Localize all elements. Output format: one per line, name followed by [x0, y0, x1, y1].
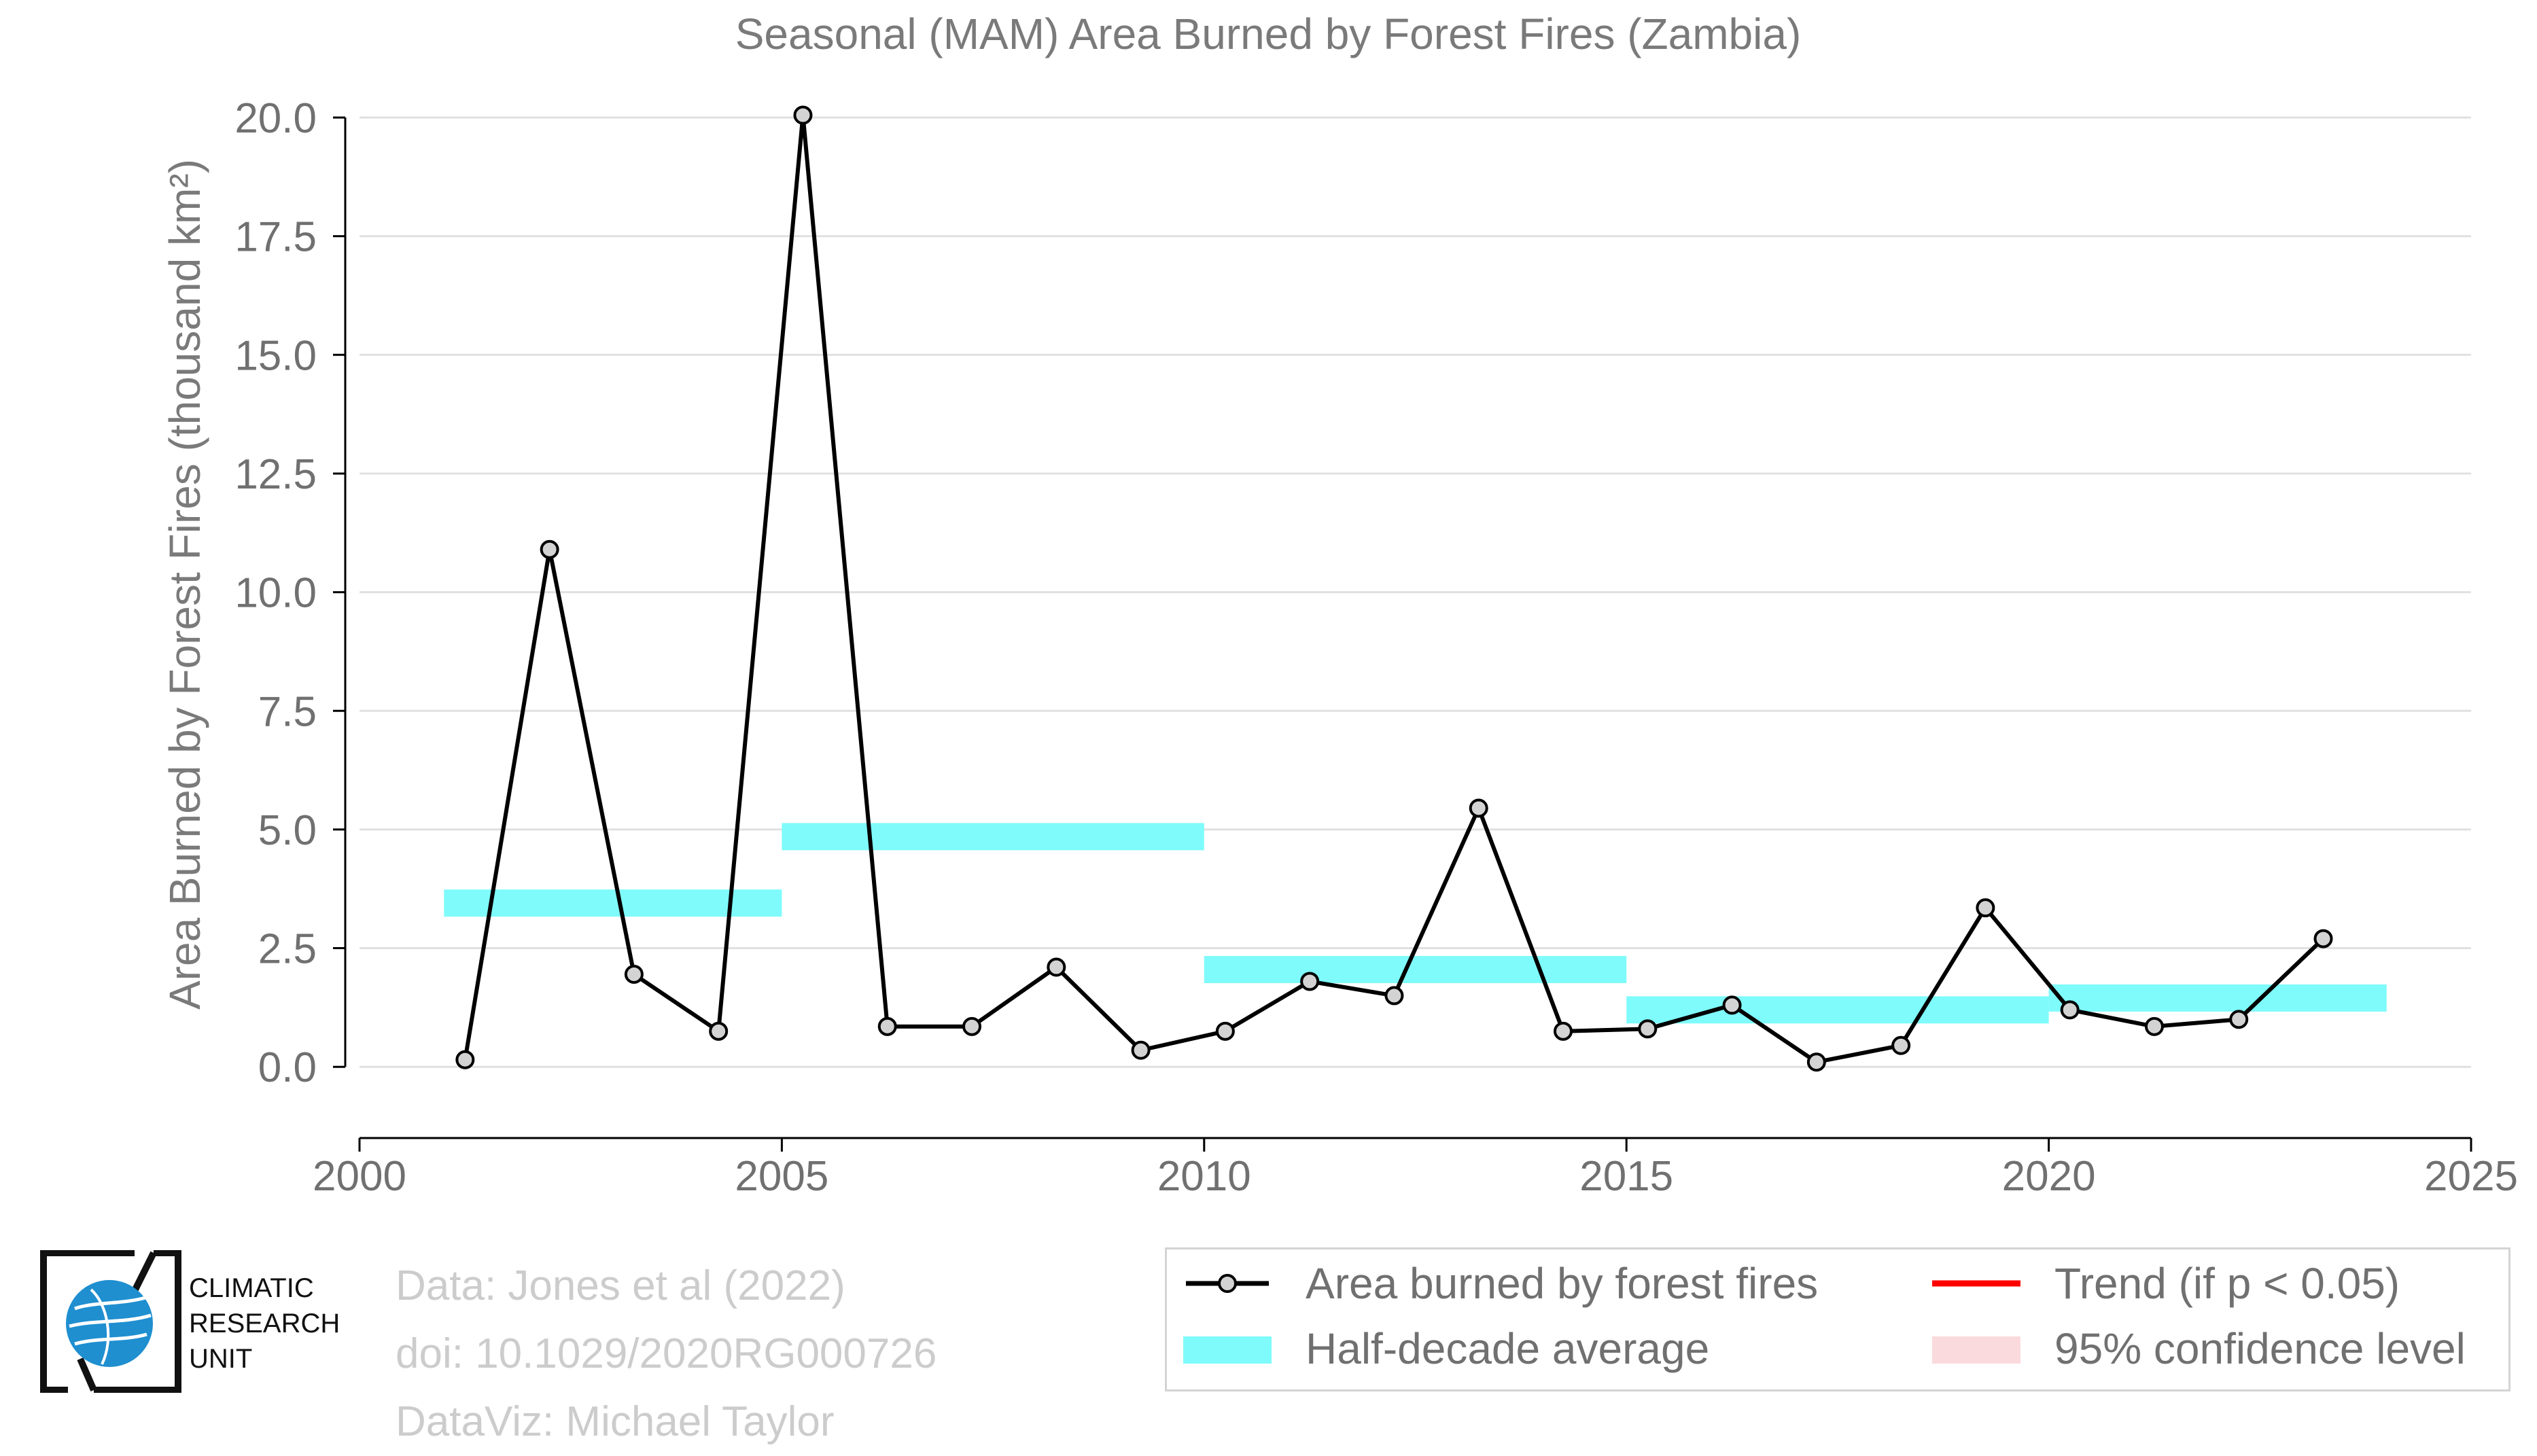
- data-point: [1722, 995, 1742, 1015]
- legend-item-area-burned: Area burned by forest fires: [1183, 1256, 1818, 1311]
- y-tick-label: 12.5: [234, 451, 317, 498]
- half-decade-average-bar: [1626, 996, 2049, 1024]
- half-decade-average-bars: [444, 823, 2387, 1024]
- data-point: [2313, 929, 2333, 948]
- data-point: [1215, 1021, 1235, 1041]
- half-decade-average-bar: [444, 889, 782, 917]
- y-tick-label: 5.0: [258, 807, 317, 854]
- data-point: [1300, 972, 1320, 991]
- cru-globe-icon: [40, 1250, 181, 1393]
- x-tick-label: 2000: [313, 1153, 406, 1200]
- x-tick-label: 2020: [2002, 1153, 2096, 1200]
- data-point: [1047, 957, 1066, 977]
- y-tick-label: 15.0: [234, 332, 317, 379]
- y-axis: 0.0 2.5 5.0 7.5 10.0 12.5 15.0 17.5 20.0: [234, 95, 347, 1091]
- data-point: [1806, 1052, 1826, 1072]
- cru-logo-text: CLIMATIC RESEARCH UNIT: [189, 1271, 340, 1377]
- legend-pink-bar-icon: [1932, 1321, 2020, 1376]
- legend-item-confidence: 95% confidence level: [1932, 1321, 2466, 1376]
- data-point: [1638, 1019, 1658, 1039]
- half-decade-average-bar: [1204, 955, 1627, 983]
- data-point: [1131, 1040, 1151, 1060]
- x-tick-label: 2015: [1579, 1153, 1673, 1200]
- data-point: [1384, 986, 1404, 1006]
- legend-cyan-bar-icon: [1183, 1321, 1272, 1376]
- grid-lines: [360, 116, 2471, 1068]
- data-point: [540, 539, 559, 559]
- legend-label-area-burned: Area burned by forest fires: [1306, 1259, 1819, 1308]
- data-point: [2144, 1016, 2164, 1036]
- legend-label-trend: Trend (if p < 0.05): [2054, 1259, 2400, 1308]
- credit-data-source: Data: Jones et al (2022): [396, 1262, 845, 1309]
- x-axis: 2000 2005 2010 2015 2020 2025: [313, 1137, 2518, 1200]
- area-burned-series: [463, 113, 2325, 1065]
- data-point: [962, 1016, 982, 1036]
- y-tick-label: 0.0: [258, 1044, 317, 1091]
- half-decade-average-bar: [2048, 984, 2387, 1012]
- data-point: [793, 105, 813, 125]
- y-tick-label: 7.5: [258, 688, 317, 735]
- legend-label-half-decade: Half-decade average: [1306, 1324, 1710, 1373]
- y-tick-label: 17.5: [234, 214, 317, 261]
- x-tick-label: 2005: [735, 1153, 828, 1200]
- y-tick-label: 2.5: [258, 926, 317, 973]
- data-point: [1469, 798, 1488, 818]
- data-point: [624, 964, 644, 984]
- data-point: [709, 1021, 729, 1041]
- cru-logo-line-3: UNIT: [189, 1344, 253, 1374]
- chart-title: Seasonal (MAM) Area Burned by Forest Fir…: [735, 10, 1802, 58]
- cru-logo: [39, 1250, 366, 1393]
- y-tick-label: 20.0: [234, 95, 317, 142]
- data-point: [877, 1016, 897, 1036]
- data-point: [1976, 898, 1995, 918]
- y-axis-label: Area Burned by Forest Fires (thousand km…: [160, 159, 209, 1010]
- data-point: [1891, 1035, 1911, 1055]
- half-decade-average-bar: [782, 823, 1204, 851]
- cru-logo-line-1: CLIMATIC: [189, 1273, 314, 1303]
- data-point: [1553, 1021, 1573, 1041]
- legend-line-marker-icon: [1183, 1256, 1272, 1311]
- legend-trend-line-icon: [1932, 1256, 2020, 1311]
- x-tick-label: 2025: [2424, 1153, 2518, 1200]
- data-point: [455, 1050, 475, 1069]
- legend: Area burned by forest fires Trend (if p …: [1165, 1247, 2510, 1391]
- data-credits: Data: Jones et al (2022) doi: 10.1029/20…: [396, 1252, 937, 1456]
- legend-item-trend: Trend (if p < 0.05): [1932, 1256, 2400, 1311]
- credit-dataviz: DataViz: Michael Taylor: [396, 1398, 835, 1445]
- cru-logo-line-2: RESEARCH: [189, 1309, 340, 1338]
- y-tick-label: 10.0: [234, 570, 317, 617]
- area-burned-line: [463, 113, 2325, 1065]
- data-point: [2229, 1010, 2249, 1029]
- data-point: [2060, 1000, 2080, 1020]
- x-tick-label: 2010: [1157, 1153, 1251, 1200]
- area-burned-markers: [455, 105, 2333, 1072]
- legend-item-half-decade: Half-decade average: [1183, 1321, 1709, 1376]
- legend-label-confidence: 95% confidence level: [2054, 1324, 2466, 1373]
- credit-doi: doi: 10.1029/2020RG000726: [396, 1330, 937, 1377]
